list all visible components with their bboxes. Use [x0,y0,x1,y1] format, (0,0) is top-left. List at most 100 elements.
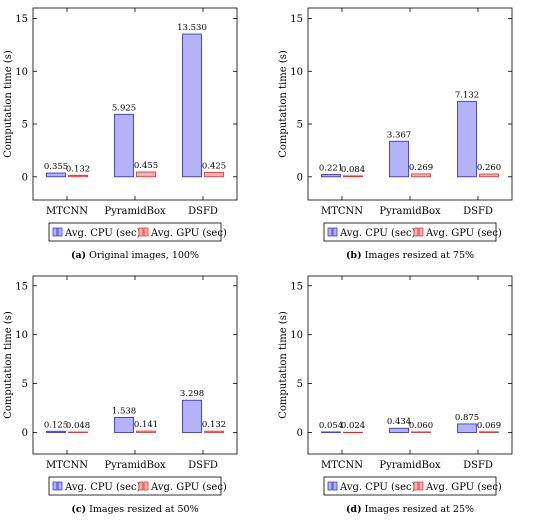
x-tick-label: MTCNN [321,460,363,471]
y-tick-label: 10 [290,67,303,78]
bar-cpu-dsfd [182,399,202,433]
bar-cpu-dsfd [457,423,477,433]
chart-panel-1: 0 5 10 15 Computation time (s) MTCNN 0.3550.13… [3,7,238,261]
x-tick-label: PyramidBox [379,206,441,217]
data-label: 0.125 [44,420,68,430]
legend-box [323,222,497,242]
y-tick-label: 15 [15,281,28,292]
caption-label: (c) [71,504,86,515]
bar-gpu-dsfd [479,431,499,433]
legend-swatch-gpu [138,481,144,491]
caption-label: (d) [346,504,362,515]
legend-swatch-gpu [143,227,149,237]
legend-label-gpu: Avg. GPU (sec) [425,482,502,493]
data-label: 0.434 [387,417,411,427]
bar-gpu-pyramidbox [411,173,431,178]
y-tick-label: 10 [15,67,28,78]
data-label: 0.054 [319,421,343,431]
x-tick-label: PyramidBox [104,206,166,217]
caption-text: Original images, 100% [86,250,199,261]
y-tick-label: 0 [22,172,28,183]
y-axis-label: Computation time (s) [278,311,289,419]
chart-panel-2: 0 5 10 15 Computation time (s) MTCNN 0.2210.08… [278,7,513,261]
y-tick-label: 10 [290,330,303,341]
data-label: 0.455 [134,161,158,171]
data-label: 0.875 [455,413,479,423]
y-axis-label: Computation time (s) [3,50,14,158]
bar-gpu-mtcnn [68,431,88,433]
subfigure-caption: (a) Original images, 100% [71,250,199,261]
legend-box [48,222,222,242]
data-label: 0.048 [66,421,90,431]
data-label: 0.141 [134,420,158,430]
legend-label-cpu: Avg. CPU (sec) [64,228,141,239]
data-label: 0.084 [341,165,365,175]
y-axis-label: Computation time (s) [3,311,14,419]
bar-cpu-pyramidbox [114,113,134,178]
data-label: 0.221 [319,163,343,173]
x-tick-label: DSFD [463,206,493,217]
caption-label: (a) [71,250,86,261]
legend-swatch-gpu [418,481,424,491]
legend-box [323,476,497,496]
y-tick-label: 5 [22,120,28,131]
data-label: 0.260 [477,163,501,173]
bar-gpu-dsfd [204,430,224,433]
data-label: 0.355 [44,162,68,172]
bar-cpu-mtcnn [321,174,341,178]
data-label: 0.069 [477,421,501,431]
legend-swatch-cpu [57,227,63,237]
bar-cpu-dsfd [182,33,202,178]
data-label: 1.538 [112,406,136,416]
x-tick-label: PyramidBox [104,460,166,471]
x-tick-label: PyramidBox [379,460,441,471]
caption-label: (b) [346,250,362,261]
chart-panel-4: 0 5 10 15 Computation time (s) MTCNN 0.0540.02… [278,275,513,515]
data-label: 0.132 [202,420,226,430]
data-label: 3.367 [387,130,411,140]
y-tick-label: 0 [22,428,28,439]
y-tick-label: 15 [290,14,303,25]
legend-label-gpu: Avg. GPU (sec) [150,228,227,239]
legend-label-gpu: Avg. GPU (sec) [150,482,227,493]
bar-gpu-mtcnn [343,175,363,178]
bar-cpu-pyramidbox [389,427,409,433]
bar-gpu-mtcnn [343,431,363,434]
bar-cpu-pyramidbox [389,140,409,178]
y-tick-label: 5 [297,379,303,390]
legend-swatch-gpu [418,227,424,237]
data-label: 5.925 [112,103,136,113]
data-label: 3.298 [180,389,204,399]
legend-label-gpu: Avg. GPU (sec) [425,228,502,239]
legend-swatch-cpu [332,227,338,237]
x-tick-label: MTCNN [46,460,88,471]
bar-gpu-pyramidbox [136,171,156,178]
y-tick-label: 10 [15,330,28,341]
legend-swatch-gpu [138,227,144,237]
caption-text: Images resized at 75% [362,250,474,261]
y-tick-label: 15 [15,14,28,25]
legend-swatch-gpu [143,481,149,491]
legend-label-cpu: Avg. CPU (sec) [339,228,416,239]
legend-swatch-cpu [52,227,58,237]
legend-swatch-cpu [327,481,333,491]
y-tick-label: 15 [290,281,303,292]
data-label: 0.060 [409,421,433,431]
x-tick-label: DSFD [188,460,218,471]
y-tick-label: 0 [297,428,303,439]
bar-cpu-pyramidbox [114,417,134,433]
data-label: 0.425 [202,161,226,171]
data-label: 7.132 [455,91,479,101]
subfigure-caption: (c) Images resized at 50% [71,504,198,515]
subfigure-caption: (d) Images resized at 25% [346,504,474,515]
chart-panel-3: 0 5 10 15 Computation time (s) MTCNN 0.1250.04… [3,275,238,515]
bar-gpu-pyramidbox [411,431,431,433]
legend-label-cpu: Avg. CPU (sec) [339,482,416,493]
legend-swatch-gpu [413,227,419,237]
x-tick-label: MTCNN [46,206,88,217]
data-label: 0.132 [66,164,90,174]
legend-swatch-cpu [57,481,63,491]
caption-text: Images resized at 25% [362,504,474,515]
subfigure-caption: (b) Images resized at 75% [346,250,474,261]
